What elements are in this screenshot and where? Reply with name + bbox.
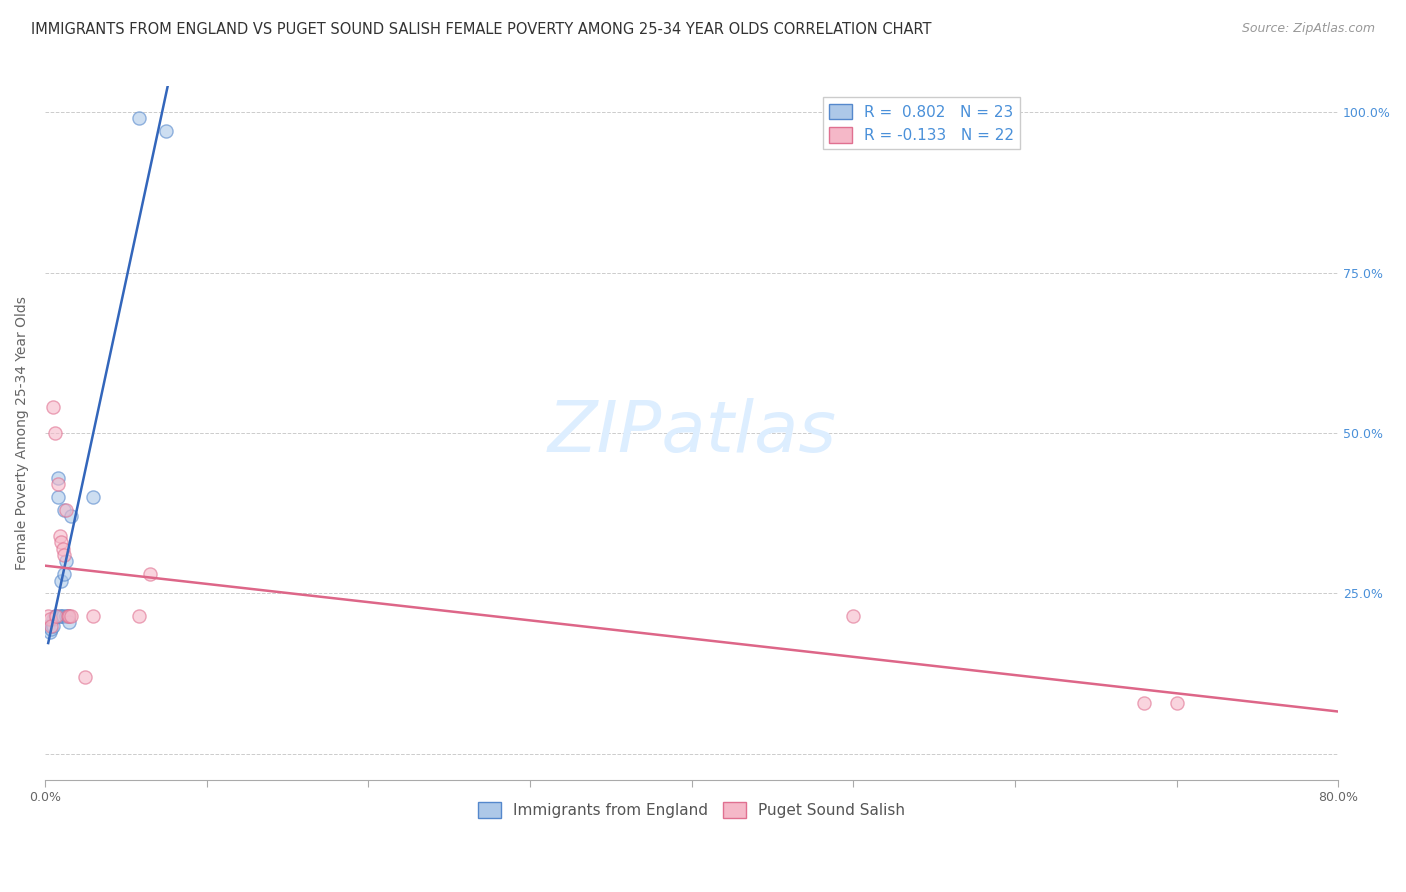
Text: ZIPatlas: ZIPatlas xyxy=(547,399,837,467)
Text: Source: ZipAtlas.com: Source: ZipAtlas.com xyxy=(1241,22,1375,36)
Point xyxy=(1166,696,1188,710)
Point xyxy=(42,612,65,626)
Point xyxy=(45,608,67,623)
Point xyxy=(52,541,75,556)
Point xyxy=(37,608,59,623)
Point xyxy=(55,503,77,517)
Point xyxy=(38,612,60,626)
Point xyxy=(82,608,104,623)
Y-axis label: Female Poverty Among 25-34 Year Olds: Female Poverty Among 25-34 Year Olds xyxy=(15,296,30,570)
Point xyxy=(842,608,865,623)
Point xyxy=(75,670,97,684)
Point xyxy=(42,618,65,632)
Legend: Immigrants from England, Puget Sound Salish: Immigrants from England, Puget Sound Sal… xyxy=(472,796,911,824)
Point xyxy=(56,608,79,623)
Point xyxy=(59,509,82,524)
Point xyxy=(55,554,77,568)
Point xyxy=(48,529,70,543)
Point xyxy=(44,608,66,623)
Point xyxy=(48,608,70,623)
Point xyxy=(46,490,69,504)
Point xyxy=(59,608,82,623)
Point xyxy=(53,567,76,582)
Point xyxy=(46,477,69,491)
Point xyxy=(58,608,80,623)
Point xyxy=(139,567,162,582)
Point xyxy=(41,618,63,632)
Point xyxy=(42,401,65,415)
Point xyxy=(53,503,76,517)
Point xyxy=(44,425,66,440)
Point xyxy=(49,608,72,623)
Point xyxy=(128,112,150,126)
Point xyxy=(52,608,75,623)
Point xyxy=(38,624,60,639)
Text: IMMIGRANTS FROM ENGLAND VS PUGET SOUND SALISH FEMALE POVERTY AMONG 25-34 YEAR OL: IMMIGRANTS FROM ENGLAND VS PUGET SOUND S… xyxy=(31,22,931,37)
Point xyxy=(49,574,72,588)
Point xyxy=(58,615,80,630)
Point xyxy=(55,608,77,623)
Point xyxy=(56,608,79,623)
Point xyxy=(53,548,76,562)
Point xyxy=(45,608,67,623)
Point xyxy=(37,618,59,632)
Point xyxy=(155,124,177,138)
Point xyxy=(41,622,63,636)
Point xyxy=(128,608,150,623)
Point xyxy=(82,490,104,504)
Point xyxy=(46,471,69,485)
Point xyxy=(49,535,72,549)
Point xyxy=(1133,696,1156,710)
